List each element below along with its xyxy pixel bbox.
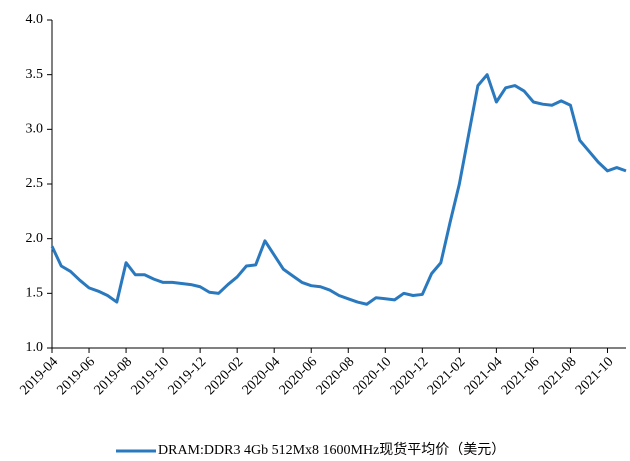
x-tick-label: 2019-10 [129,354,173,398]
x-tick-label: 2021-08 [536,354,580,398]
x-tick-label: 2019-04 [17,354,61,398]
x-tick-label: 2019-06 [55,354,99,398]
x-tick-label: 2021-10 [573,354,617,398]
x-tick-label: 2020-12 [388,354,432,398]
x-tick-label: 2020-08 [314,354,358,398]
y-tick-label: 2.5 [26,176,44,191]
x-tick-label: 2021-06 [499,354,543,398]
y-tick-label: 3.5 [26,67,44,82]
y-tick-label: 1.5 [26,286,44,301]
y-tick-label: 1.0 [26,340,44,355]
x-tick-label: 2021-02 [425,354,469,398]
x-tick-label: 2020-10 [351,354,395,398]
y-tick-label: 3.0 [26,122,44,137]
y-tick-label: 4.0 [26,12,44,27]
y-tick-label: 2.0 [26,231,44,246]
x-tick-label: 2020-06 [277,354,321,398]
x-tick-label: 2020-04 [240,354,284,398]
x-tick-label: 2019-08 [92,354,136,398]
x-tick-label: 2021-04 [462,354,506,398]
x-tick-label: 2019-12 [166,354,210,398]
x-tick-label: 2020-02 [203,354,247,398]
line [50,73,627,306]
legend-label: DRAM:DDR3 4Gb 512Mx8 1600MHz现货平均价（美元） [158,441,505,458]
